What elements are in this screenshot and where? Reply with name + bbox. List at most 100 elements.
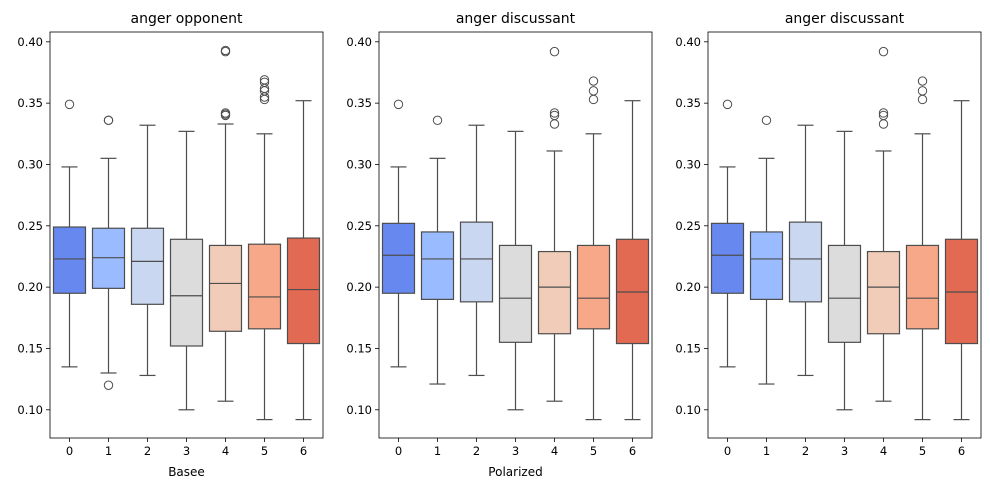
iqr-box bbox=[905, 244, 940, 330]
subplot-2-axes-frame bbox=[378, 31, 653, 439]
subplot-3-xtick-label: 4 bbox=[880, 444, 887, 458]
subplot-2-box-4 bbox=[537, 46, 572, 402]
outlier-point bbox=[588, 76, 599, 86]
outlier-point bbox=[878, 46, 889, 57]
outlier-point bbox=[761, 115, 772, 126]
subplot-1-box-3 bbox=[169, 130, 204, 411]
subplot-3-ytick-label: 0.35 bbox=[675, 96, 701, 110]
iqr-box bbox=[827, 244, 862, 343]
subplot-2-box-1 bbox=[420, 115, 455, 385]
subplot-2-xtick-label: 1 bbox=[434, 444, 441, 458]
subplot-1-xtick-label: 5 bbox=[261, 444, 268, 458]
outlier-point bbox=[549, 110, 560, 121]
subplot-1-xtick-label: 0 bbox=[66, 444, 73, 458]
subplot-2-box-2 bbox=[459, 124, 494, 377]
outlier-point bbox=[393, 99, 404, 110]
outlier-point bbox=[259, 75, 270, 85]
subplot-1-ytick-label: 0.40 bbox=[17, 35, 43, 49]
outlier-point bbox=[878, 108, 889, 118]
subplot-2-ytick-label: 0.30 bbox=[346, 157, 372, 171]
subplot-3-ytick-label: 0.30 bbox=[675, 157, 701, 171]
subplot-1-box-4 bbox=[208, 45, 243, 402]
iqr-box bbox=[208, 244, 243, 332]
subplot-2-title: anger discussant bbox=[456, 11, 576, 27]
iqr-box bbox=[459, 221, 494, 303]
iqr-box bbox=[381, 222, 416, 294]
subplot-2-xtick-label: 3 bbox=[512, 444, 519, 458]
iqr-box bbox=[788, 221, 823, 303]
subplot-3-box-2 bbox=[788, 124, 823, 377]
outlier-point bbox=[220, 108, 231, 118]
subplot-3-ytick-label: 0.25 bbox=[675, 219, 701, 233]
subplot-2-ytick-label: 0.35 bbox=[346, 96, 372, 110]
subplot-1-xtick-label: 3 bbox=[183, 444, 190, 458]
outlier-point bbox=[917, 76, 928, 86]
outlier-point bbox=[549, 108, 560, 118]
subplot-1-ytick-label: 0.20 bbox=[17, 280, 43, 294]
subplot-2-ytick-label: 0.20 bbox=[346, 280, 372, 294]
outlier-point bbox=[722, 99, 733, 110]
subplot-1-box-2 bbox=[130, 124, 165, 377]
subplot-1-xtick-label: 2 bbox=[144, 444, 151, 458]
subplot-3-ytick-label: 0.15 bbox=[675, 341, 701, 355]
subplot-1-xtick-label: 1 bbox=[105, 444, 112, 458]
subplot-3-ytick-label: 0.20 bbox=[675, 280, 701, 294]
iqr-box bbox=[866, 250, 901, 335]
outlier-point bbox=[549, 46, 560, 57]
subplot-1-xtick-label: 4 bbox=[222, 444, 229, 458]
iqr-box bbox=[944, 238, 979, 345]
iqr-box bbox=[169, 238, 204, 347]
subplot-3-ytick-label: 0.40 bbox=[675, 35, 701, 49]
subplot-2-ytick-label: 0.10 bbox=[346, 403, 372, 417]
subplot-2-xtick-label: 4 bbox=[551, 444, 558, 458]
subplot-3-xtick-label: 1 bbox=[763, 444, 770, 458]
iqr-box bbox=[247, 243, 282, 330]
iqr-box bbox=[91, 227, 126, 289]
subplot-1-ytick-label: 0.30 bbox=[17, 157, 43, 171]
subplot-3-xtick-label: 6 bbox=[958, 444, 965, 458]
subplot-1-title: anger opponent bbox=[131, 11, 243, 27]
subplot-1-xlabel: Basee bbox=[168, 465, 205, 479]
subplot-2-xtick-label: 2 bbox=[473, 444, 480, 458]
outlier-point bbox=[259, 77, 270, 87]
subplot-1-box-6 bbox=[286, 100, 321, 421]
subplot-2-xtick-label: 0 bbox=[395, 444, 402, 458]
outlier-point bbox=[588, 86, 599, 96]
subplot-1-ytick-label: 0.10 bbox=[17, 403, 43, 417]
subplot-3-box-5 bbox=[905, 76, 940, 421]
subplot-3-title: anger discussant bbox=[785, 11, 905, 27]
subplot-1-box-1 bbox=[91, 115, 126, 390]
iqr-box bbox=[52, 226, 87, 294]
outlier-point bbox=[103, 115, 114, 126]
subplot-2-xlabel: Polarized bbox=[488, 465, 542, 479]
subplot-1-ytick-label: 0.15 bbox=[17, 341, 43, 355]
subplot-3-box-4 bbox=[866, 46, 901, 402]
outlier-point bbox=[878, 110, 889, 121]
subplot-1-ytick-label: 0.35 bbox=[17, 96, 43, 110]
subplot-3-xtick-label: 2 bbox=[802, 444, 809, 458]
outlier-point bbox=[103, 380, 114, 390]
subplot-2-box-6 bbox=[615, 100, 650, 421]
subplot-1: anger opponent Basee 0.10 0.15 0.20 0.25 0.3… bbox=[17, 11, 324, 479]
subplot-3-box-3 bbox=[827, 130, 862, 411]
subplot-1-xtick-label: 6 bbox=[300, 444, 307, 458]
iqr-box bbox=[576, 244, 611, 330]
iqr-box bbox=[749, 231, 784, 300]
subplot-2: anger discussant Polarized 0.10 0.15 0.20 0… bbox=[346, 11, 653, 479]
subplot-3: anger discussant 0.10 0.15 0.20 0.25 0.30 0.3… bbox=[675, 11, 982, 458]
subplot-2-ytick-label: 0.15 bbox=[346, 341, 372, 355]
outlier-point bbox=[917, 86, 928, 96]
iqr-box bbox=[420, 231, 455, 300]
outlier-point bbox=[220, 45, 231, 56]
iqr-box bbox=[498, 244, 533, 343]
iqr-box bbox=[286, 237, 321, 345]
subplot-3-axes-frame bbox=[707, 31, 982, 439]
subplot-2-box-0 bbox=[381, 99, 416, 368]
iqr-box bbox=[537, 250, 572, 335]
iqr-box bbox=[710, 222, 745, 294]
outlier-point bbox=[64, 99, 75, 110]
subplot-2-box-5 bbox=[576, 76, 611, 421]
outlier-point bbox=[432, 115, 443, 126]
subplot-2-ytick-label: 0.25 bbox=[346, 219, 372, 233]
